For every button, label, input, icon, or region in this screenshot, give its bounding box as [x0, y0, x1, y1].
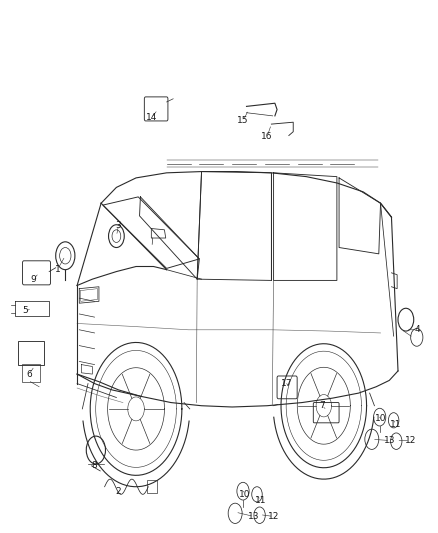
Text: 10: 10 [240, 490, 251, 499]
Text: 11: 11 [255, 496, 266, 505]
Text: 14: 14 [146, 114, 157, 122]
Text: 5: 5 [22, 306, 28, 316]
Bar [18, 341, 44, 365]
Text: 11: 11 [390, 420, 402, 429]
Bar [148, 480, 157, 493]
Text: 10: 10 [375, 414, 386, 423]
Text: 13: 13 [385, 436, 396, 445]
Text: 9: 9 [31, 274, 36, 284]
Text: 12: 12 [268, 512, 279, 521]
Text: 8: 8 [92, 462, 97, 470]
Text: 12: 12 [405, 436, 416, 445]
Text: 16: 16 [261, 132, 273, 141]
Text: 17: 17 [281, 379, 293, 388]
Text: 15: 15 [237, 116, 249, 125]
Text: 4: 4 [415, 325, 420, 334]
Text: 3: 3 [116, 221, 121, 230]
Text: 2: 2 [116, 487, 121, 496]
Bar [21, 364, 40, 382]
Text: 13: 13 [248, 512, 260, 521]
Text: 6: 6 [26, 369, 32, 378]
Text: 7: 7 [319, 401, 325, 410]
Text: 1: 1 [55, 265, 60, 274]
